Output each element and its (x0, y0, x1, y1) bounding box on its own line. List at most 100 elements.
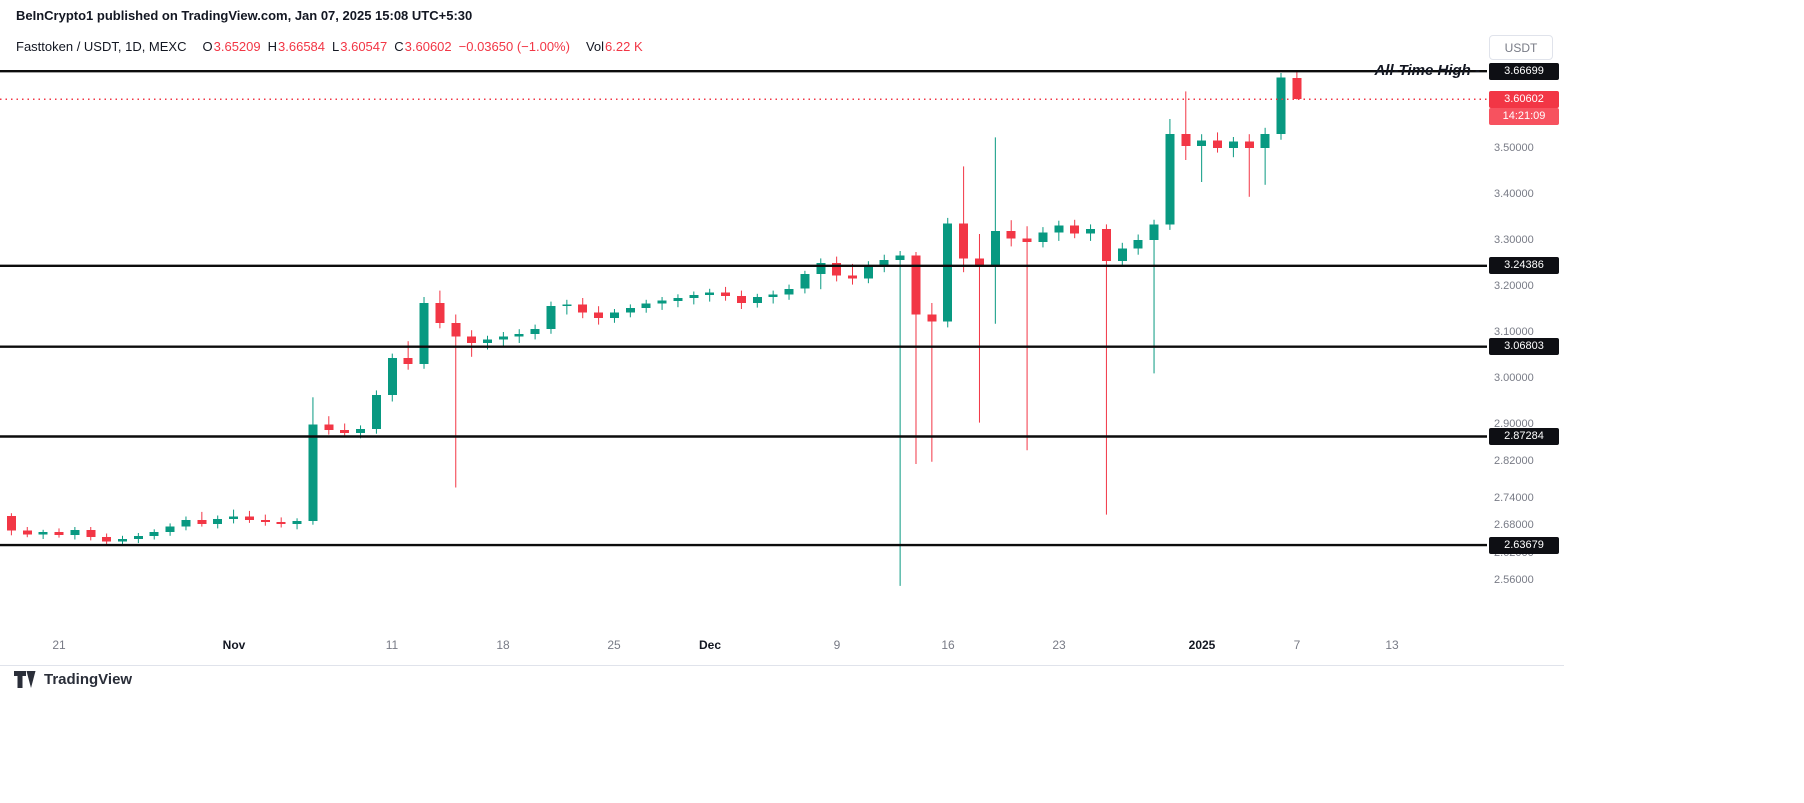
countdown-badge: 14:21:09 (1489, 108, 1559, 125)
candle-body[interactable] (308, 424, 318, 522)
candle-body[interactable] (768, 294, 778, 298)
candle-body[interactable] (959, 223, 969, 259)
candle-body[interactable] (800, 274, 810, 289)
candle-body[interactable] (244, 516, 254, 521)
candle-body[interactable] (895, 255, 905, 261)
candle-body[interactable] (118, 539, 127, 542)
candle-body[interactable] (371, 395, 381, 429)
candle-body[interactable] (689, 295, 699, 298)
candle-body[interactable] (22, 530, 32, 535)
price-scale[interactable]: 3.50000 3.40000 3.30000 3.20000 3.10000 3.000… (1487, 0, 1564, 666)
time-tick-label: Nov (222, 638, 246, 652)
symbol-title[interactable]: Fasttoken / USDT, 1D, MEXC (16, 39, 187, 54)
candle-body[interactable] (324, 424, 334, 431)
candle-body[interactable] (705, 292, 715, 296)
candle-body[interactable] (562, 304, 572, 307)
candle-body[interactable] (863, 265, 873, 279)
candle-body[interactable] (133, 535, 143, 539)
candle-body[interactable] (1101, 229, 1111, 262)
candle-body[interactable] (181, 520, 191, 527)
candle-body[interactable] (403, 358, 413, 365)
candlestick-chart[interactable] (0, 0, 1487, 666)
candle-body[interactable] (1292, 78, 1302, 100)
candle-body[interactable] (1070, 225, 1080, 234)
candle-body[interactable] (721, 292, 730, 297)
candle-body[interactable] (578, 304, 588, 313)
candle-body[interactable] (975, 258, 984, 265)
candle-body[interactable] (70, 529, 80, 535)
candle-body[interactable] (498, 336, 508, 340)
candle-body[interactable] (546, 306, 556, 330)
candle-body[interactable] (1260, 134, 1270, 148)
candle-body[interactable] (610, 312, 619, 319)
candle-body[interactable] (483, 339, 492, 344)
tradingview-logo[interactable]: TradingView (14, 671, 132, 688)
level-price-badge: 3.66699 (1489, 63, 1559, 80)
candle-body[interactable] (879, 260, 889, 266)
candle-body[interactable] (6, 516, 16, 531)
open-label: O (202, 39, 213, 54)
candle-body[interactable] (213, 518, 223, 524)
candle-body[interactable] (911, 255, 921, 315)
candle-body[interactable] (229, 516, 239, 519)
candle-body[interactable] (1054, 225, 1064, 233)
candle-body[interactable] (514, 333, 524, 337)
candle-body[interactable] (1117, 248, 1127, 262)
price-tick-label: 2.82000 (1494, 455, 1534, 467)
candle-body[interactable] (38, 532, 48, 535)
candle-body[interactable] (943, 223, 953, 322)
candle-body[interactable] (54, 532, 64, 535)
currency-unit-button[interactable]: USDT (1489, 35, 1553, 60)
candle-body[interactable] (594, 312, 604, 319)
level-price-badge: 3.06803 (1489, 338, 1559, 355)
all-time-high-label[interactable]: All-Time High - (1374, 62, 1480, 79)
candle-body[interactable] (86, 529, 96, 538)
candle-body[interactable] (530, 329, 540, 334)
candle-body[interactable] (784, 288, 794, 295)
candle-body[interactable] (149, 532, 159, 536)
close-value: 3.60602 (404, 39, 452, 54)
candle-body[interactable] (1149, 224, 1159, 240)
low-field: L 3.60547 (332, 39, 387, 54)
candle-body[interactable] (736, 296, 746, 303)
time-tick-label: 23 (1052, 638, 1066, 652)
candle-body[interactable] (292, 521, 302, 524)
candle-body[interactable] (419, 303, 429, 365)
candle-body[interactable] (1244, 141, 1254, 148)
candle-body[interactable] (816, 263, 826, 274)
candle-body[interactable] (1038, 232, 1048, 242)
candle-body[interactable] (260, 520, 270, 522)
candle-body[interactable] (1197, 140, 1207, 147)
candle-body[interactable] (340, 430, 350, 433)
candle-body[interactable] (848, 275, 857, 279)
candle-body[interactable] (927, 314, 937, 322)
candle-body[interactable] (1022, 238, 1032, 242)
candle-body[interactable] (102, 537, 112, 542)
candle-body[interactable] (641, 303, 651, 309)
candle-body[interactable] (165, 526, 175, 533)
candle-body[interactable] (1133, 240, 1143, 249)
candle-body[interactable] (451, 322, 461, 337)
candle-body[interactable] (1086, 229, 1096, 234)
candle-body[interactable] (1276, 77, 1286, 135)
candle-body[interactable] (435, 303, 445, 323)
candle-body[interactable] (625, 308, 635, 313)
candle-body[interactable] (1165, 134, 1175, 225)
candle-body[interactable] (1181, 134, 1191, 147)
candle-body[interactable] (752, 297, 762, 303)
candle-body[interactable] (356, 429, 365, 433)
candle-body[interactable] (673, 298, 683, 301)
time-scale[interactable]: 21 Nov 11 18 25 Dec 9 16 23 2025 7 13 (0, 632, 1487, 664)
candle-body[interactable] (1228, 141, 1238, 148)
candle-body[interactable] (1006, 230, 1016, 239)
candle-body[interactable] (197, 520, 207, 524)
candle-body[interactable] (832, 263, 842, 276)
candle-body[interactable] (467, 336, 477, 343)
candle-body[interactable] (990, 230, 1000, 265)
candle-body[interactable] (276, 522, 286, 524)
candle-body[interactable] (1213, 140, 1222, 148)
time-tick-label: 9 (833, 638, 841, 652)
candle-body[interactable] (387, 358, 397, 395)
candle-body[interactable] (657, 300, 667, 304)
